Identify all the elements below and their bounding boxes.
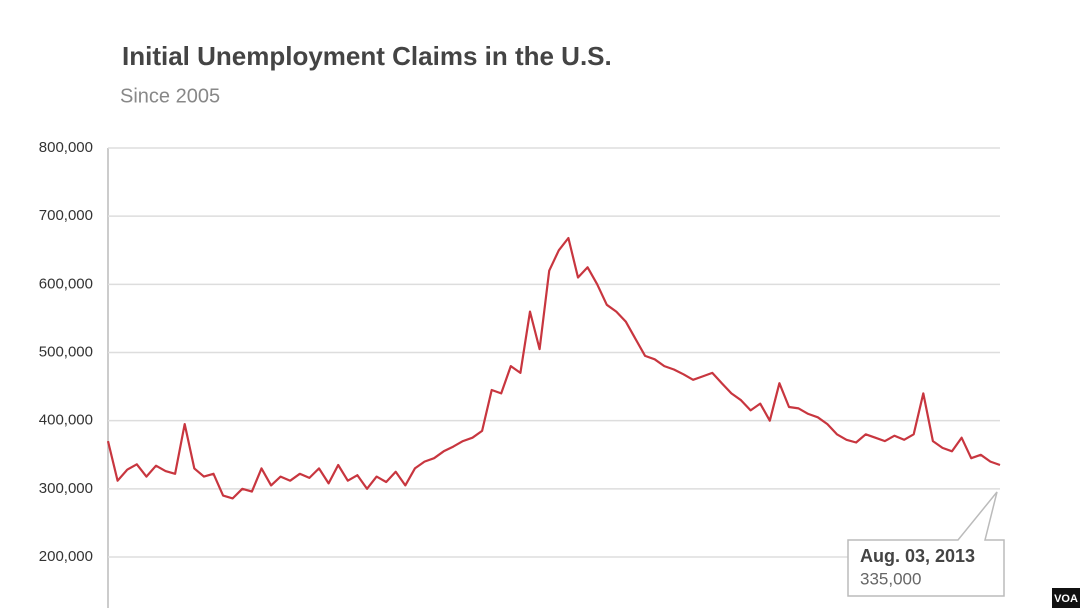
y-tick-label: 300,000 bbox=[39, 480, 93, 497]
y-tick-label: 800,000 bbox=[39, 139, 93, 156]
y-tick-label: 200,000 bbox=[39, 548, 93, 565]
data-line bbox=[106, 236, 1001, 500]
y-tick-label: 600,000 bbox=[39, 275, 93, 292]
chart-subtitle: Since 2005 bbox=[120, 85, 220, 107]
y-tick-label: 400,000 bbox=[39, 412, 93, 429]
callout-box bbox=[847, 491, 1005, 597]
logo-box bbox=[1052, 588, 1080, 608]
y-tick-label: 500,000 bbox=[39, 343, 93, 360]
logo: VOA bbox=[1054, 593, 1078, 605]
chart-title: Initial Unemployment Claims in the U.S. bbox=[122, 41, 612, 71]
callout-value: 335,000 bbox=[860, 569, 921, 588]
callout: Aug. 03, 2013 335,000 bbox=[847, 491, 1005, 597]
callout-date: Aug. 03, 2013 bbox=[860, 546, 975, 566]
y-tick-label: 700,000 bbox=[39, 207, 93, 224]
